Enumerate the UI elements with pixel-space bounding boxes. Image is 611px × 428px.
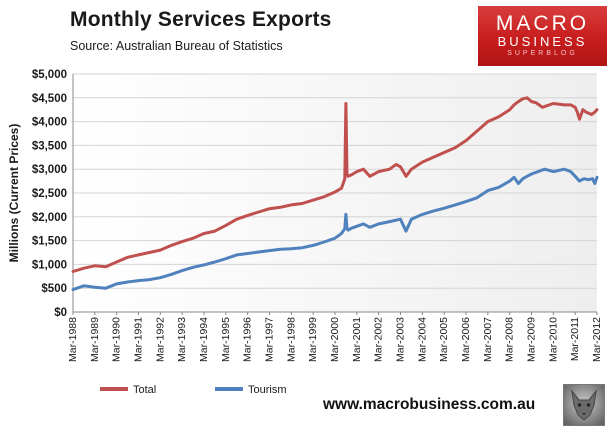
y-tick-label: $2,000 [32,212,67,224]
y-tick-label: $2,500 [32,188,67,200]
x-tick-label: Mar-2003 [395,317,407,362]
y-tick-label: $5,000 [32,69,67,81]
x-tick-label: Mar-2005 [438,317,450,362]
y-tick-label: $0 [54,307,67,319]
x-tick-label: Mar-1995 [220,317,232,362]
x-tick-label: Mar-1997 [264,317,276,362]
x-tick-label: Mar-1991 [133,317,145,362]
y-tick-label: $4,000 [32,117,67,129]
x-tick-label: Mar-2007 [482,317,494,362]
y-tick-label: $1,500 [32,236,67,248]
macrobusiness-logo: MACRO BUSINESS SUPERBLOG [478,6,607,66]
chart-source: Source: Australian Bureau of Statistics [70,39,283,53]
y-axis-title: Millions (Current Prices) [7,124,21,263]
x-tick-label: Mar-2008 [504,317,516,362]
logo-line-business: BUSINESS [497,34,588,49]
x-tick-label: Mar-2012 [591,317,603,362]
logo-line-macro: MACRO [495,12,590,35]
x-tick-label: Mar-2006 [460,317,472,362]
legend-label-total: Total [133,384,156,396]
x-tick-label: Mar-2001 [351,317,363,362]
x-tick-label: Mar-1993 [176,317,188,362]
x-tick-label: Mar-1988 [67,317,79,362]
x-tick-label: Mar-1996 [242,317,254,362]
x-tick-label: Mar-1992 [154,317,166,362]
x-tick-label: Mar-1989 [89,317,101,362]
x-tick-label: Mar-2004 [416,317,428,362]
logo-line-superblog: SUPERBLOG [507,50,578,57]
x-tick-label: Mar-2010 [547,317,559,362]
x-tick-label: Mar-2009 [526,317,538,362]
y-tick-label: $3,000 [32,164,67,176]
wolf-logo-icon [563,384,605,426]
y-tick-label: $1,000 [32,259,67,271]
x-tick-label: Mar-2011 [569,317,581,361]
y-tick-label: $4,500 [32,93,67,105]
x-tick-label: Mar-2000 [329,317,341,362]
chart-title: Monthly Services Exports [70,8,332,31]
series-line-tourism [71,167,599,292]
series-line-total [71,96,599,273]
x-tick-label: Mar-1998 [285,317,297,362]
y-tick-label: $500 [41,283,67,295]
y-tick-label: $3,500 [32,140,67,152]
x-tick-label: Mar-2002 [373,317,385,362]
x-tick-label: Mar-1994 [198,317,210,362]
x-tick-label: Mar-1990 [111,317,123,362]
footer-url: www.macrobusiness.com.au [323,396,536,413]
x-tick-label: Mar-1999 [307,317,319,362]
legend-label-tourism: Tourism [248,384,287,396]
